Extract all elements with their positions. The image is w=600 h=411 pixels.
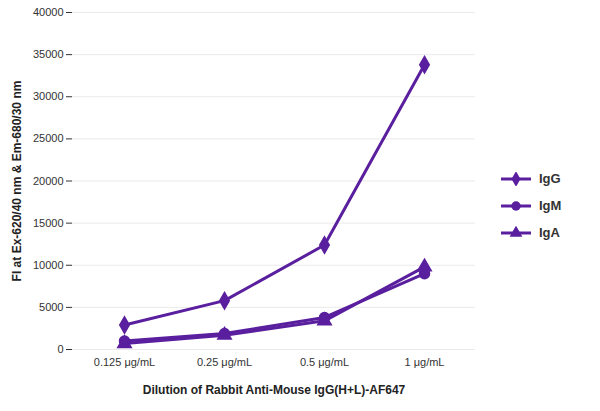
html-text:IgA: IgA — [539, 225, 560, 240]
svg-text:0.25 μg/mL: 0.25 μg/mL — [197, 356, 252, 368]
svg-text:5000: 5000 — [39, 301, 63, 313]
svg-text:0: 0 — [57, 343, 63, 355]
svg-text:0.5 μg/mL: 0.5 μg/mL — [300, 356, 349, 368]
svg-text:0.125 μg/mL: 0.125 μg/mL — [94, 356, 155, 368]
svg-text:30000: 30000 — [33, 90, 64, 102]
svg-text:1 μg/mL: 1 μg/mL — [405, 356, 445, 368]
svg-text:20000: 20000 — [33, 175, 64, 187]
svg-text:Dilution of Rabbit Anti-Mouse: Dilution of Rabbit Anti-Mouse IgG(H+L)-A… — [143, 383, 406, 397]
html-text:IgM: IgM — [539, 198, 562, 213]
svg-text:10000: 10000 — [33, 259, 64, 271]
svg-text:FI at Ex-620/40 nm & Em-680/30: FI at Ex-620/40 nm & Em-680/30 nm — [10, 81, 24, 282]
svg-text:35000: 35000 — [33, 48, 64, 60]
svg-text:40000: 40000 — [33, 6, 64, 18]
svg-text:25000: 25000 — [33, 132, 64, 144]
html-text:IgG: IgG — [539, 171, 561, 186]
svg-text:15000: 15000 — [33, 217, 64, 229]
